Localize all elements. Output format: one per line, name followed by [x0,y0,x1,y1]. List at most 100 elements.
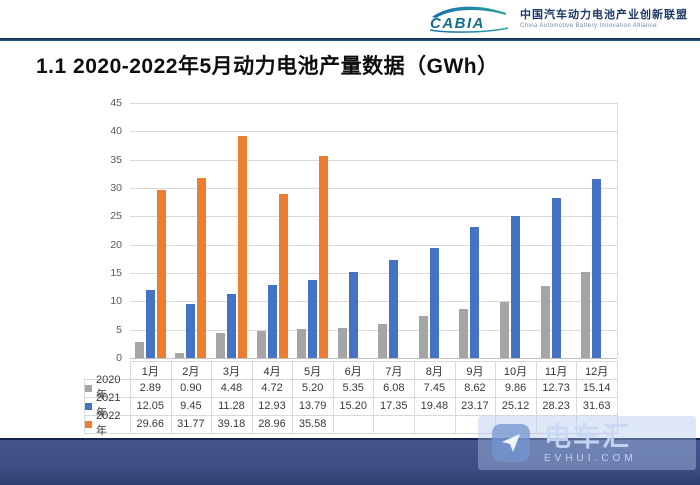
table-value-cell: 12.05 [130,397,172,416]
bar-2021年-1月 [145,289,155,358]
gridline [130,216,617,218]
table-value-cell [373,415,416,434]
table-month-header: 12月 [576,361,618,380]
table-value-cell [576,415,618,434]
y-axis-tick-label: 0 [116,352,122,364]
table-value-cell: 0.90 [170,379,213,398]
gridline [130,273,617,274]
gridline [130,159,617,161]
bar-2020年-3月 [215,332,225,358]
table-value-cell [414,415,456,434]
table-value-cell [535,415,578,434]
table-month-header: 1月 [130,361,172,380]
table-value-cell: 2.89 [130,379,172,398]
table-value-cell: 28.96 [251,415,294,434]
legend-swatch-2021年 [85,402,92,410]
table-value-cell: 17.35 [373,397,416,416]
table-month-header: 11月 [535,361,578,380]
table-value-cell: 5.35 [332,379,375,398]
bar-2021年-7月 [389,259,399,358]
bar-2020年-10月 [500,302,510,358]
bar-2020年-7月 [378,323,388,358]
cabia-logo-icon: CABIA [429,6,509,33]
table-month-header: 2月 [170,361,213,380]
table-value-cell: 35.58 [292,415,334,434]
bar-2021年-9月 [470,226,480,358]
gridline [130,131,617,133]
table-value-cell: 31.77 [170,415,213,434]
table-month-header: 9月 [454,361,497,380]
bar-2021年-2月 [186,304,196,358]
table-month-header: 4月 [251,361,294,380]
table-value-cell: 9.45 [170,397,213,416]
org-name-cn: 中国汽车动力电池产业创新联盟 [520,8,688,21]
bar-2022年-4月 [278,193,288,358]
bar-2021年-5月 [308,279,318,358]
table-row-label-2021年: 2021年 [84,392,131,419]
table-value-cell: 8.62 [454,379,497,398]
bar-2022年-3月 [237,135,247,358]
table-month-header: 6月 [332,361,375,380]
bar-2021年-8月 [429,247,439,358]
y-axis-tick-label: 25 [110,210,122,223]
table-corner-cell [84,361,131,380]
bar-2021年-3月 [226,294,236,358]
bottom-bar [0,438,700,485]
bar-2021年-10月 [511,215,521,358]
y-axis-tick-label: 30 [110,182,122,194]
table-month-header: 7月 [373,361,416,380]
bar-2020年-1月 [134,341,144,358]
header: CABIA 中国汽车动力电池产业创新联盟 China Automotive Ba… [0,0,700,38]
gridline [130,329,617,331]
table-month-header: 5月 [292,361,334,380]
watermark-brand: 电车汇 [544,421,631,452]
table-value-cell: 39.18 [211,415,253,434]
legend-swatch-2022年 [85,420,92,428]
watermark: 电车汇 EVHUI.COM [478,416,696,470]
page-title: 1.1 2020-2022年5月动力电池产量数据（GWh） [36,55,499,78]
org-name-en: China Automotive Battery Innovation Alli… [520,22,658,29]
table-value-cell: 7.45 [414,379,456,398]
table-value-cell: 25.12 [495,397,537,416]
bar-2022年-2月 [197,177,207,358]
y-axis-tick-label: 5 [116,323,122,336]
gridline [130,188,617,189]
bar-2020年-2月 [175,352,185,358]
y-axis-tick-label: 35 [110,153,122,166]
table-value-cell: 29.66 [130,415,172,434]
bar-2021年-6月 [348,271,358,358]
y-axis-tick-label: 10 [110,295,122,308]
bar-2020年-5月 [297,328,307,358]
table-value-cell: 11.28 [211,397,253,416]
table-value-cell: 13.79 [292,397,334,416]
plot-right-border [617,103,618,358]
gridline [130,358,617,359]
gridline [130,301,617,303]
brand: CABIA 中国汽车动力电池产业创新联盟 China Automotive Ba… [426,4,688,34]
gridline [130,103,617,104]
table-value-cell: 19.48 [414,397,456,416]
table-value-cell: 23.17 [454,397,497,416]
bar-2020年-9月 [459,309,469,358]
bar-2021年-12月 [592,178,602,358]
bar-2022年-1月 [156,189,166,358]
table-month-header: 3月 [211,361,253,380]
cabia-logo-text: CABIA [430,15,485,32]
table-value-cell: 6.08 [373,379,416,398]
table-month-header: 8月 [414,361,456,380]
table-value-cell: 12.73 [535,379,578,398]
brand-text: 中国汽车动力电池产业创新联盟 China Automotive Battery … [520,9,688,30]
table-value-cell: 28.23 [535,397,578,416]
bar-2020年-11月 [540,285,550,358]
table-month-header: 10月 [495,361,537,380]
header-divider [0,38,700,41]
table-value-cell: 4.48 [211,379,253,398]
table-value-cell: 15.14 [576,379,618,398]
table-value-cell: 12.93 [251,397,294,416]
bar-2022年-5月 [319,156,329,358]
y-axis-tick-label: 40 [110,125,122,138]
bar-2020年-8月 [418,315,428,358]
bar-2020年-6月 [337,327,347,358]
y-axis-tick-label: 15 [110,267,122,279]
table-value-cell [332,415,375,434]
